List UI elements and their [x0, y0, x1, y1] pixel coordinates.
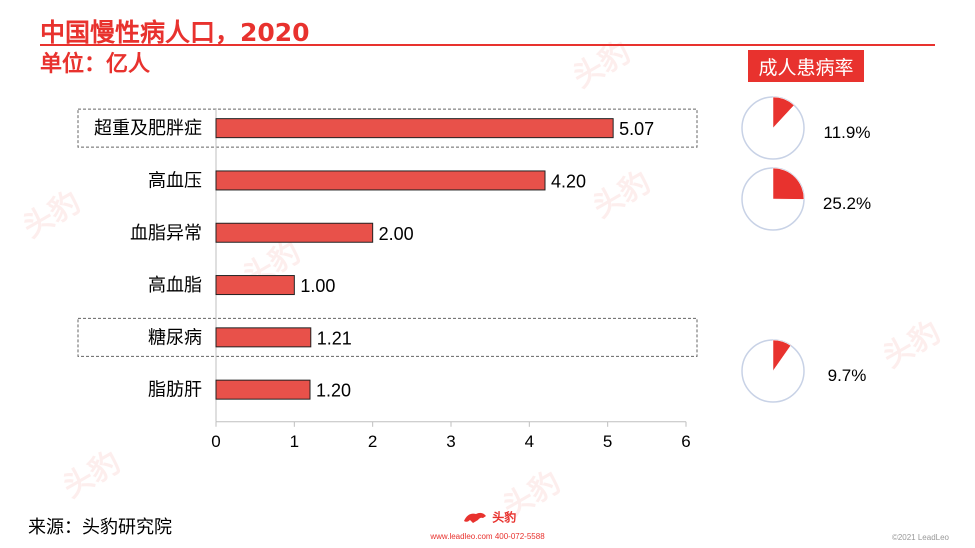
highlight-frame [77, 108, 698, 148]
category-label: 高血脂 [148, 275, 202, 296]
brand-name: 头豹 [492, 510, 517, 525]
bar [215, 275, 295, 296]
prevalence-label: 11.9% [824, 123, 871, 142]
category-label: 高血压 [148, 170, 202, 191]
x-tick-label: 4 [525, 432, 534, 451]
contact-info: www.leadleo.com 400-072-5588 [430, 532, 545, 541]
bar [215, 118, 614, 139]
highlight-frame [77, 317, 698, 357]
prevalence-label: 25.2% [823, 194, 871, 213]
prevalence-slice [772, 339, 792, 372]
bar [215, 170, 546, 191]
x-tick-label: 0 [211, 432, 220, 451]
bar [215, 379, 311, 400]
bar [215, 327, 312, 348]
title-divider [40, 44, 935, 46]
copyright: ©2021 LeadLeo [891, 533, 949, 542]
value-label: 1.20 [316, 381, 351, 401]
category-label: 脂肪肝 [148, 380, 202, 401]
value-label: 2.00 [379, 224, 414, 244]
leopard-logo-icon [463, 512, 486, 523]
unit-label: 单位：亿人 [40, 52, 151, 77]
x-tick-label: 6 [681, 432, 690, 451]
value-label: 5.07 [619, 119, 654, 139]
category-label: 超重及肥胖症 [94, 118, 202, 139]
bar [215, 222, 374, 243]
x-tick-label: 1 [290, 432, 299, 451]
category-label: 糖尿病 [148, 327, 202, 348]
prevalence-label: 9.7% [828, 366, 867, 385]
source-note: 来源：头豹研究院 [28, 517, 172, 538]
category-label: 血脂异常 [130, 223, 202, 244]
prevalence-badge: 成人患病率 [748, 50, 864, 82]
value-label: 1.21 [317, 328, 352, 348]
x-tick-label: 2 [368, 432, 377, 451]
value-label: 1.00 [300, 276, 335, 296]
prevalence-slice [772, 167, 805, 200]
x-tick-label: 3 [446, 432, 455, 451]
value-label: 4.20 [551, 171, 586, 191]
prevalence-slice [772, 96, 795, 129]
brand-logo: 头豹 [444, 508, 534, 526]
x-tick-label: 5 [603, 432, 612, 451]
chart-title: 中国慢性病人口，2020 [40, 18, 310, 47]
